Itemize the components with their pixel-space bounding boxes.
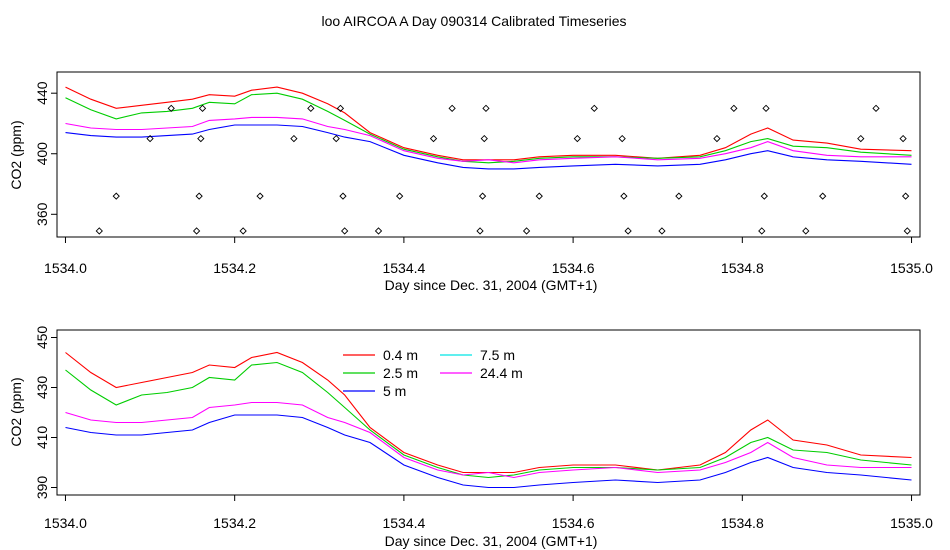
data-point <box>758 227 766 235</box>
y-tick-label: 390 <box>34 476 50 500</box>
data-point <box>396 192 404 200</box>
x-tick-label: 1534.2 <box>213 515 256 531</box>
data-point <box>590 104 598 112</box>
data-point <box>198 104 207 112</box>
data-point <box>903 227 911 235</box>
series-line-2-5-m <box>65 92 912 164</box>
x-tick-label: 1534.0 <box>44 515 87 531</box>
data-point <box>658 227 666 235</box>
data-point <box>239 227 247 235</box>
data-point <box>374 227 383 235</box>
top-plot-frame <box>56 71 921 238</box>
data-point <box>448 104 456 112</box>
bottom-x-axis-label: Day since Dec. 31, 2004 (GMT+1) <box>385 533 598 549</box>
series-line-0-4-m <box>65 86 912 161</box>
data-point <box>476 227 484 235</box>
top-series-lines <box>65 86 912 170</box>
y-tick-label: 360 <box>34 202 50 226</box>
x-tick-label: 1534.8 <box>721 260 764 276</box>
data-point <box>482 104 490 112</box>
bottom-y-ticks: 390 410 430 450 <box>34 326 57 500</box>
data-point <box>535 192 543 200</box>
data-point <box>901 192 910 200</box>
legend: 0.4 m 7.5 m 2.5 m 24.4 m 5 m <box>343 347 523 399</box>
data-point <box>857 134 865 143</box>
series-line-5-m <box>65 124 912 170</box>
data-point <box>341 227 349 235</box>
data-point <box>192 227 201 235</box>
data-point <box>197 134 205 143</box>
x-tick-label: 1535.0 <box>890 515 933 531</box>
y-tick-label: 440 <box>34 81 50 105</box>
bottom-panel: 1534.0 1534.2 1534.4 1534.6 1534.8 1535.0 390… <box>8 326 933 549</box>
data-point <box>339 192 347 200</box>
legend-label: 5 m <box>383 383 406 399</box>
bottom-x-ticks: 1534.0 1534.2 1534.4 1534.6 1534.8 1535.0 <box>44 495 933 531</box>
bottom-y-axis-label: CO2 (ppm) <box>8 377 24 446</box>
data-point <box>620 192 628 200</box>
x-tick-label: 1534.0 <box>44 260 87 276</box>
data-point <box>713 134 721 143</box>
data-point <box>760 192 768 200</box>
top-y-ticks: 360 400 440 <box>34 81 57 226</box>
data-point <box>872 104 880 112</box>
bottom-plot-frame <box>56 329 921 496</box>
data-point <box>573 134 581 143</box>
data-point <box>307 104 315 112</box>
data-point <box>112 192 120 200</box>
data-point <box>762 104 770 112</box>
series-line-2-5-m <box>65 361 912 479</box>
top-y-axis-label: CO2 (ppm) <box>8 120 24 189</box>
top-x-ticks: 1534.0 1534.2 1534.4 1534.6 1534.8 1535.0 <box>44 237 933 276</box>
legend-label: 7.5 m <box>480 347 515 363</box>
data-point <box>167 104 175 112</box>
figure-title: loo AIRCOA A Day 090314 Calibrated Times… <box>321 13 626 29</box>
x-tick-label: 1534.4 <box>382 515 425 531</box>
data-point <box>675 192 683 200</box>
data-point <box>522 227 531 235</box>
x-tick-label: 1534.2 <box>213 260 256 276</box>
legend-label: 2.5 m <box>383 365 418 381</box>
x-tick-label: 1535.0 <box>890 260 933 276</box>
x-tick-label: 1534.6 <box>552 260 595 276</box>
data-point <box>332 134 340 143</box>
data-point <box>290 134 298 143</box>
data-point <box>478 192 487 200</box>
data-point <box>95 227 103 235</box>
bottom-series-lines <box>65 351 912 489</box>
x-tick-label: 1534.6 <box>552 515 595 531</box>
y-tick-label: 410 <box>34 426 50 450</box>
top-x-axis-label: Day since Dec. 31, 2004 (GMT+1) <box>385 277 598 293</box>
data-point <box>730 104 738 112</box>
data-point <box>336 104 345 112</box>
data-point <box>256 192 264 200</box>
data-point <box>899 134 907 143</box>
data-point <box>146 134 154 143</box>
x-tick-label: 1534.8 <box>721 515 764 531</box>
x-tick-label: 1534.4 <box>382 260 425 276</box>
data-point <box>429 134 438 143</box>
data-point <box>195 192 203 200</box>
data-point <box>480 134 488 143</box>
series-line-5-m <box>65 414 912 489</box>
top-panel: 1534.0 1534.2 1534.4 1534.6 1534.8 1535.0 360… <box>8 71 933 293</box>
data-point <box>802 227 810 235</box>
series-line-24-4-m <box>65 401 912 479</box>
series-line-0-4-m <box>65 351 912 474</box>
data-point <box>624 227 632 235</box>
series-line-24-4-m <box>65 116 912 164</box>
y-tick-label: 400 <box>34 142 50 166</box>
legend-label: 0.4 m <box>383 347 418 363</box>
y-tick-label: 450 <box>34 326 50 350</box>
legend-label: 24.4 m <box>480 365 523 381</box>
top-points <box>95 104 911 235</box>
data-point <box>819 192 827 200</box>
data-point <box>618 134 626 143</box>
y-tick-label: 430 <box>34 376 50 400</box>
